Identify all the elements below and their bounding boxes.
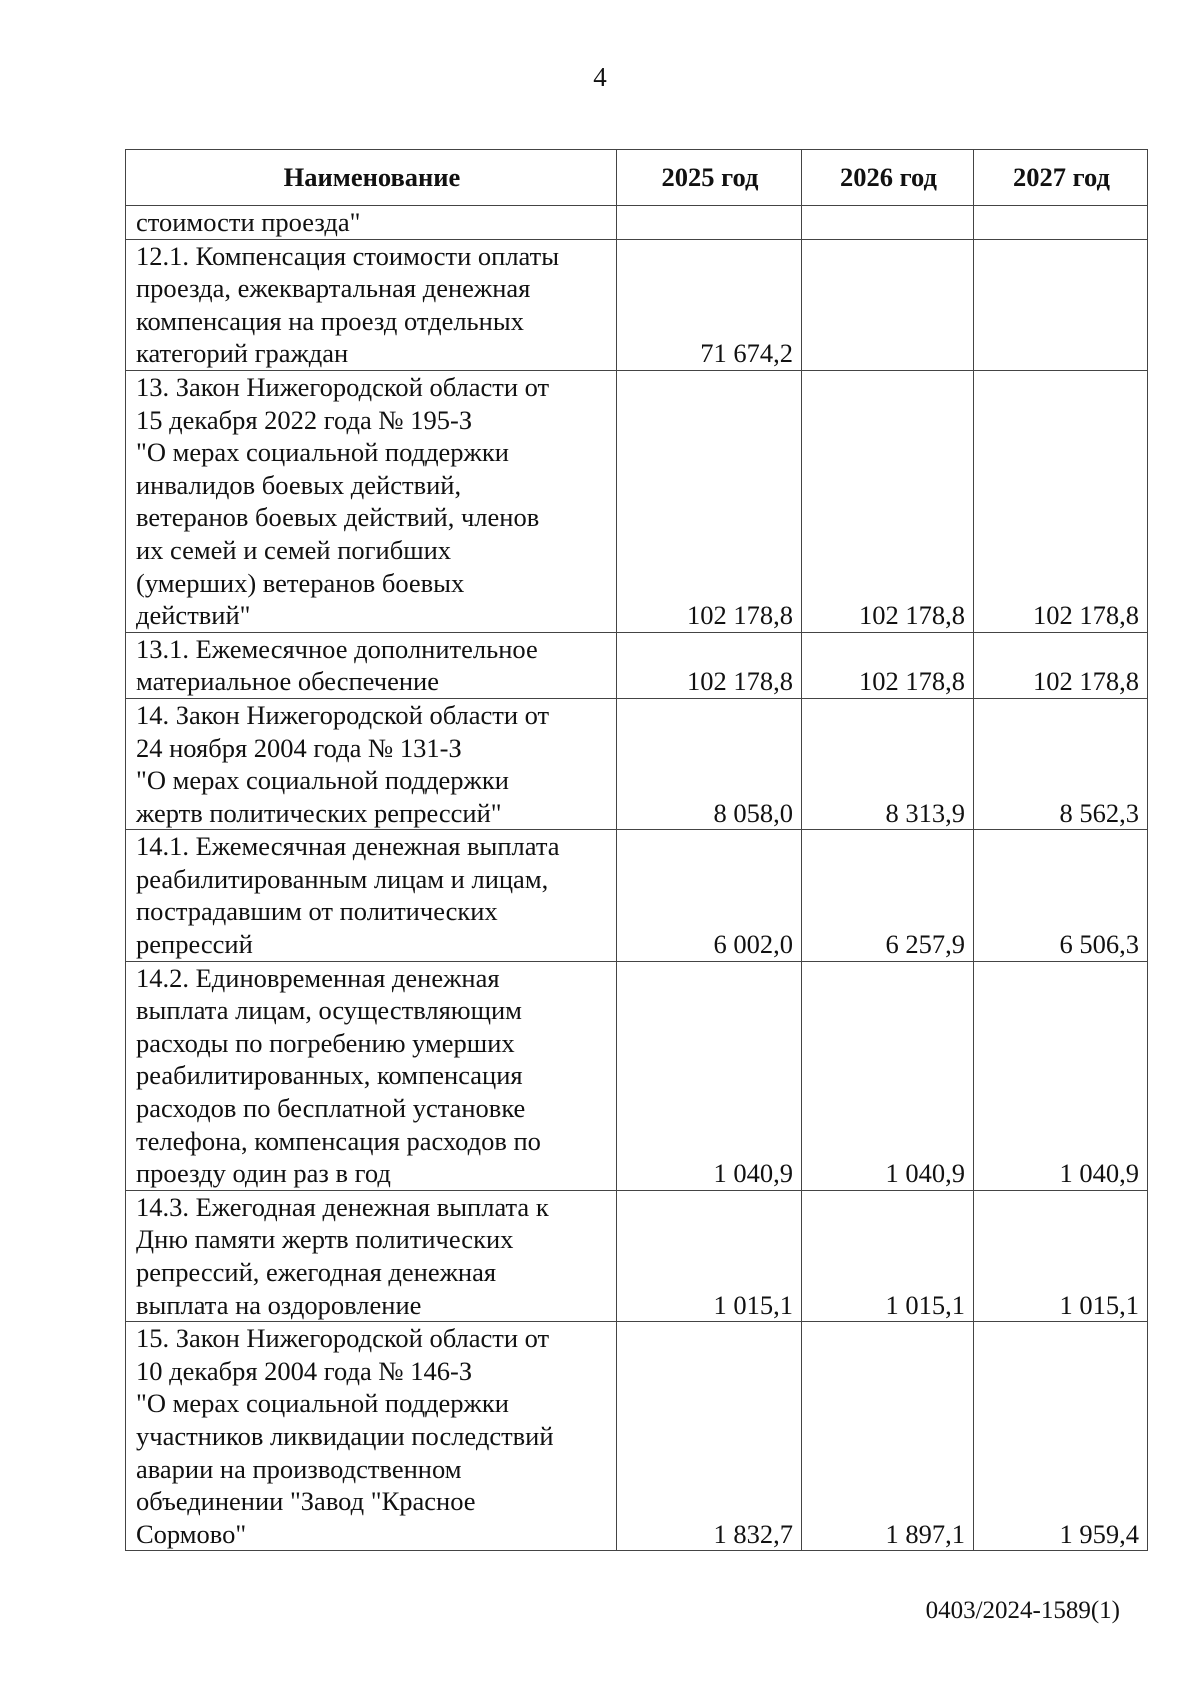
row-value-2026: 8 313,9 <box>801 697 974 831</box>
row-name-line: (умерших) ветеранов боевых <box>136 567 465 598</box>
row-name-line: 14.2. Единовременная денежная <box>136 962 500 993</box>
row-name-line: выплата лицам, осуществляющим <box>136 995 522 1026</box>
row-name-line: объединении "Завод "Красное <box>136 1486 476 1517</box>
row-name: 12.1. Компенсация стоимости оплаты проезд… <box>125 238 617 371</box>
row-name-line: Сормово" <box>136 1518 247 1549</box>
row-name-line: реабилитированных, компенсация <box>136 1060 523 1091</box>
table-row: 14.2. Единовременная денежная выплата лиц… <box>125 960 1148 1191</box>
row-name-line: инвалидов боевых действий, <box>136 469 462 500</box>
table-row: 13. Закон Нижегородской области от 15 дек… <box>125 369 1148 633</box>
row-value-2026 <box>801 238 974 371</box>
row-name-line: проезду один раз в год <box>136 1158 391 1189</box>
row-name-line: 14.1. Ежемесячная денежная выплата <box>136 831 560 862</box>
row-name-line: выплата на оздоровление <box>136 1289 422 1320</box>
row-value-2025: 6 002,0 <box>616 829 802 962</box>
row-name-line: 12.1. Компенсация стоимости оплаты <box>136 240 560 271</box>
row-value-2027: 1 040,9 <box>973 960 1148 1191</box>
row-name-line: жертв политических репрессий" <box>136 797 502 828</box>
row-value-2025: 8 058,0 <box>616 697 802 831</box>
row-value-2026: 102 178,8 <box>801 631 974 699</box>
row-value-2025: 1 040,9 <box>616 960 802 1191</box>
row-value-2027: 6 506,3 <box>973 829 1148 962</box>
row-name: 13. Закон Нижегородской области от 15 дек… <box>125 369 617 633</box>
table-row: 14. Закон Нижегородской области от 24 ноя… <box>125 697 1148 831</box>
row-value-2026 <box>801 205 974 240</box>
row-name-line: компенсация на проезд отдельных <box>136 305 524 336</box>
row-name-line: 13.1. Ежемесячное дополнительное <box>136 633 538 664</box>
page-number: 4 <box>593 62 607 92</box>
document-code: 0403/2024-1589(1) <box>925 1597 1120 1624</box>
header-2025: 2025 год <box>616 149 802 206</box>
row-name-line: реабилитированным лицам и лицам, <box>136 863 549 894</box>
table-row: 13.1. Ежемесячное дополнительное материал… <box>125 631 1148 699</box>
row-value-2026: 6 257,9 <box>801 829 974 962</box>
row-name-line: 10 декабря 2004 года № 146-З <box>136 1355 473 1386</box>
table-row: 12.1. Компенсация стоимости оплаты проезд… <box>125 238 1148 371</box>
row-value-2025: 102 178,8 <box>616 369 802 633</box>
row-name: 14.1. Ежемесячная денежная выплата реабил… <box>125 829 617 962</box>
row-name-line: пострадавшим от политических <box>136 896 498 927</box>
row-name-line: их семей и семей погибших <box>136 534 452 565</box>
row-value-2027: 102 178,8 <box>973 369 1148 633</box>
row-name-line: Дню памяти жертв политических <box>136 1224 514 1255</box>
row-value-2027: 1 015,1 <box>973 1189 1148 1323</box>
row-name-line: "О мерах социальной поддержки <box>136 765 509 796</box>
row-name: 13.1. Ежемесячное дополнительное материал… <box>125 631 617 699</box>
row-name-line: 13. Закон Нижегородской области от <box>136 371 550 402</box>
row-name-line: репрессий <box>136 929 253 960</box>
row-name-line: аварии на производственном <box>136 1453 462 1484</box>
row-name: 14.2. Единовременная денежная выплата лиц… <box>125 960 617 1191</box>
row-name-line: 15 декабря 2022 года № 195-З <box>136 404 473 435</box>
row-value-2025: 71 674,2 <box>616 238 802 371</box>
row-name-line: действий" <box>136 600 251 631</box>
row-name-line: стоимости проезда" <box>136 207 361 237</box>
table-row: стоимости проезда" <box>125 205 1148 240</box>
row-name-line: категорий граждан <box>136 338 349 369</box>
row-name-line: ветеранов боевых действий, членов <box>136 502 540 533</box>
row-name: стоимости проезда" <box>125 205 617 240</box>
row-value-2027 <box>973 238 1148 371</box>
budget-table: Наименование 2025 год 2026 год 2027 год … <box>125 149 1148 1552</box>
row-value-2025: 1 015,1 <box>616 1189 802 1323</box>
row-value-2025: 102 178,8 <box>616 631 802 699</box>
row-name-line: телефона, компенсация расходов по <box>136 1125 541 1156</box>
row-name-line: 14.3. Ежегодная денежная выплата к <box>136 1191 549 1222</box>
row-name-line: проезда, ежеквартальная денежная <box>136 273 531 304</box>
row-value-2026: 102 178,8 <box>801 369 974 633</box>
row-name-line: репрессий, ежегодная денежная <box>136 1257 497 1287</box>
row-name: 14.3. Ежегодная денежная выплата к Дню па… <box>125 1189 617 1323</box>
row-value-2026: 1 897,1 <box>801 1321 974 1552</box>
row-name-line: "О мерах социальной поддержки <box>136 1388 509 1419</box>
row-name-line: участников ликвидации последствий <box>136 1420 554 1451</box>
row-value-2025 <box>616 205 802 240</box>
row-name-line: "О мерах социальной поддержки <box>136 437 509 468</box>
table-row: 14.3. Ежегодная денежная выплата к Дню па… <box>125 1189 1148 1323</box>
row-value-2025: 1 832,7 <box>616 1321 802 1552</box>
row-value-2027 <box>973 205 1148 240</box>
row-name: 15. Закон Нижегородской области от 10 дек… <box>125 1321 617 1552</box>
row-name-line: 24 ноября 2004 года № 131-З <box>136 732 462 763</box>
row-name-line: 14. Закон Нижегородской области от <box>136 699 550 730</box>
row-value-2026: 1 015,1 <box>801 1189 974 1323</box>
table-row: 14.1. Ежемесячная денежная выплата реабил… <box>125 829 1148 962</box>
row-value-2027: 1 959,4 <box>973 1321 1148 1552</box>
header-name: Наименование <box>125 149 617 206</box>
row-name-line: 15. Закон Нижегородской области от <box>136 1323 550 1354</box>
row-name: 14. Закон Нижегородской области от 24 ноя… <box>125 697 617 831</box>
row-value-2026: 1 040,9 <box>801 960 974 1191</box>
row-value-2027: 102 178,8 <box>973 631 1148 699</box>
header-2027: 2027 год <box>973 149 1148 206</box>
row-value-2027: 8 562,3 <box>973 697 1148 831</box>
header-2026: 2026 год <box>801 149 974 206</box>
row-name-line: расходов по бесплатной установке <box>136 1093 526 1124</box>
table-row: 15. Закон Нижегородской области от 10 дек… <box>125 1321 1148 1552</box>
row-name-line: материальное обеспечение <box>136 666 439 697</box>
row-name-line: расходы по погребению умерших <box>136 1027 515 1058</box>
table-header-row: Наименование 2025 год 2026 год 2027 год <box>125 149 1148 206</box>
